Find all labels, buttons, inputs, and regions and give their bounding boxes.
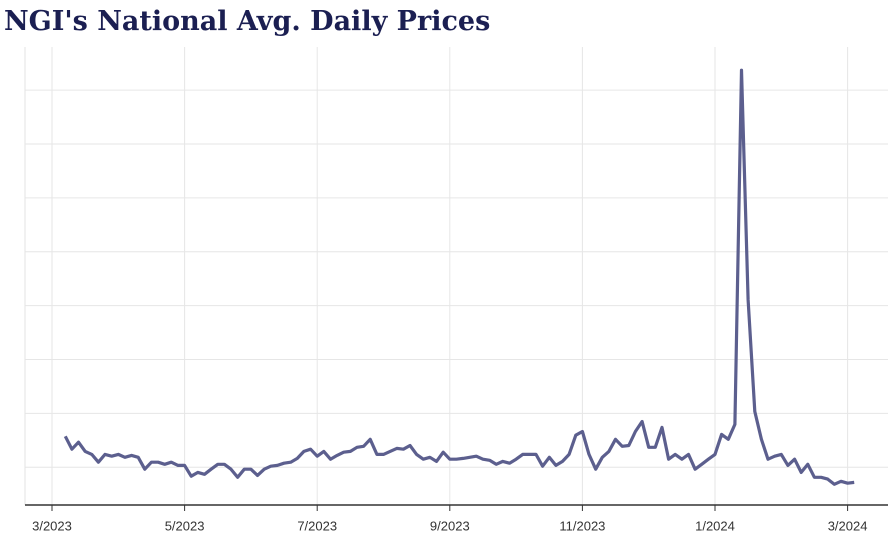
x-tick-label: 7/2023 <box>297 518 337 533</box>
x-tick-label: 3/2024 <box>828 518 868 533</box>
x-tick-label: 9/2023 <box>430 518 470 533</box>
x-tick-label: 1/2024 <box>695 518 735 533</box>
price-line <box>63 68 855 486</box>
x-tick-label: 3/2023 <box>32 518 72 533</box>
x-tick-label: 11/2023 <box>559 518 605 533</box>
x-tick-label: 5/2023 <box>165 518 205 533</box>
chart-title: NGI's National Avg. Daily Prices <box>4 6 490 37</box>
